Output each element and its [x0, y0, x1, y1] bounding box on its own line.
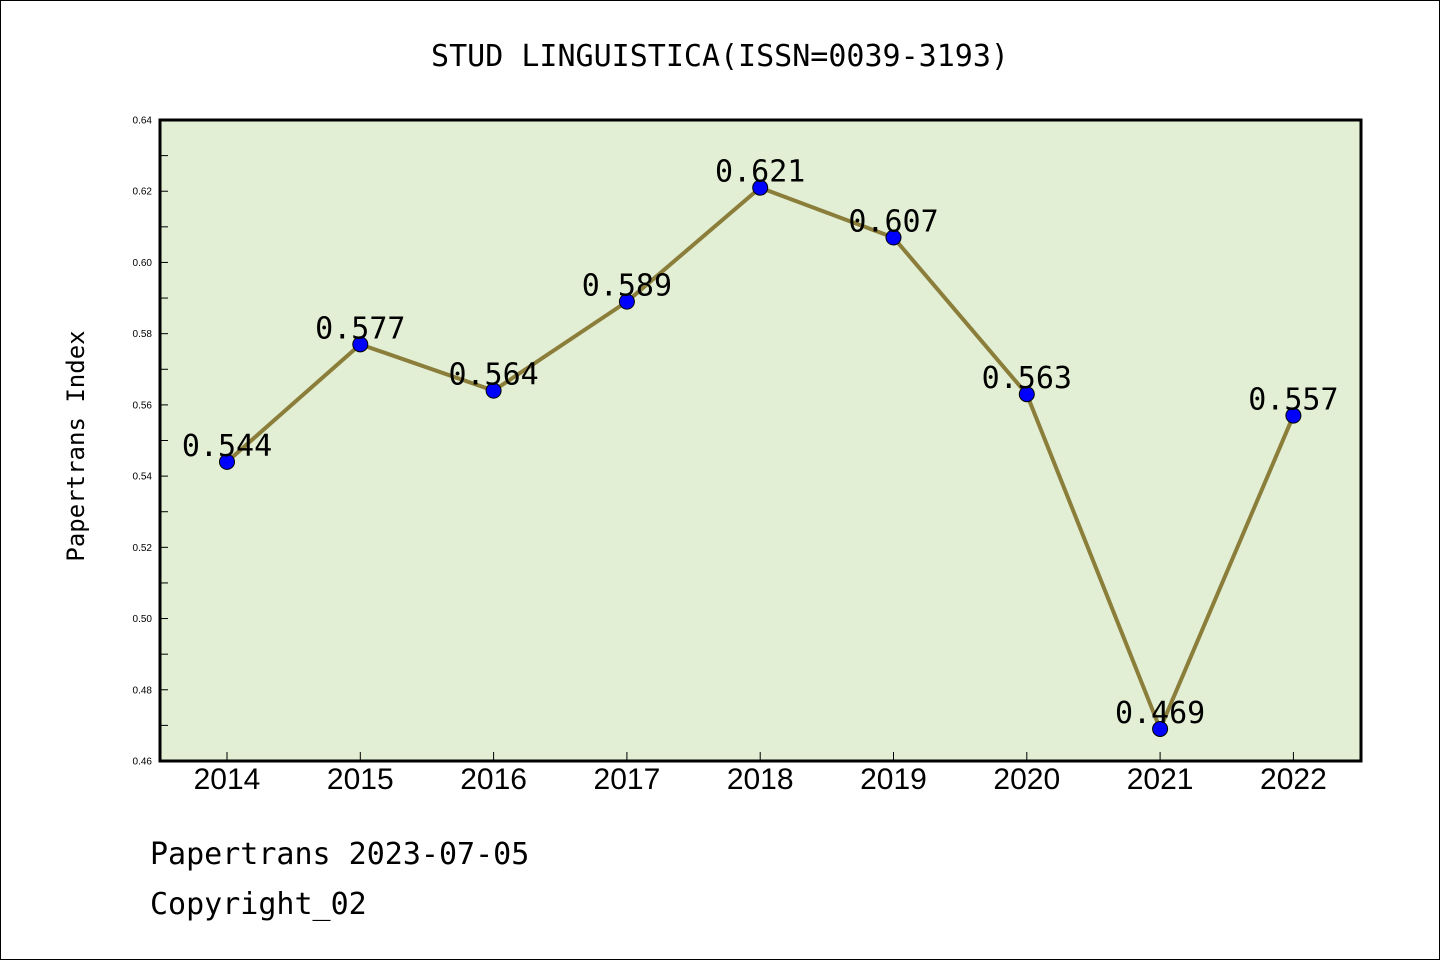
data-label: 0.607	[848, 205, 938, 240]
plot-border	[158, 118, 1363, 763]
y-tick-label: 0.48	[133, 685, 153, 696]
data-point	[618, 293, 635, 310]
y-tick-label: 0.60	[133, 258, 153, 269]
data-point	[752, 179, 769, 196]
data-label: 0.589	[582, 269, 672, 304]
data-point	[1285, 407, 1302, 424]
x-tick-label: 2014	[194, 763, 261, 796]
series-markers	[219, 179, 1302, 737]
x-tick-label: 2015	[327, 763, 394, 796]
data-label: 0.544	[182, 429, 272, 464]
y-tick-label: 0.56	[133, 400, 153, 411]
x-axis-tick-labels: 2014 2015 2016 2017 2018 2019 2020 2021 2022	[194, 763, 1327, 796]
data-point	[219, 453, 235, 470]
data-label: 0.563	[982, 361, 1072, 396]
y-tick-label: 0.58	[133, 329, 153, 340]
plot-area	[160, 120, 1361, 761]
data-label: 0.577	[315, 311, 405, 346]
x-tick-label: 2016	[460, 763, 527, 796]
x-tick-label: 2020	[993, 763, 1060, 796]
data-point	[485, 382, 502, 399]
data-point	[1152, 720, 1169, 737]
x-tick-label: 2021	[1127, 763, 1194, 796]
x-tick-label: 2022	[1260, 763, 1327, 796]
y-tick-label: 0.62	[133, 187, 153, 198]
data-point	[352, 336, 369, 353]
data-point	[885, 229, 902, 246]
y-tick-label: 0.52	[133, 543, 153, 554]
data-label: 0.621	[715, 155, 805, 190]
x-tick-label: 2017	[594, 763, 661, 796]
x-tick-label: 2019	[860, 763, 927, 796]
x-tick-label: 2018	[727, 763, 794, 796]
y-axis-label: Papertrans Index	[62, 330, 90, 561]
data-labels: 0.544 0.577 0.564 0.589 0.621 0.607 0.563 0.469…	[182, 155, 1339, 731]
data-point	[1018, 386, 1035, 403]
y-axis-tick-labels: 0.46 0.48 0.50 0.52 0.54 0.56 0.58 0.60 0.62 0.64	[133, 116, 153, 768]
footer-copyright: Copyright_02	[150, 887, 367, 922]
data-label: 0.557	[1248, 383, 1338, 418]
data-label: 0.564	[448, 358, 538, 393]
footer-date: Papertrans 2023-07-05	[150, 837, 529, 872]
chart-title: STUD LINGUISTICA(ISSN=0039-3193)	[431, 39, 1009, 74]
y-tick-label: 0.50	[133, 614, 153, 625]
y-tick-label: 0.64	[133, 116, 153, 127]
y-tick-label: 0.54	[133, 472, 153, 483]
y-tick-label: 0.46	[133, 757, 153, 768]
data-label: 0.469	[1115, 696, 1205, 731]
